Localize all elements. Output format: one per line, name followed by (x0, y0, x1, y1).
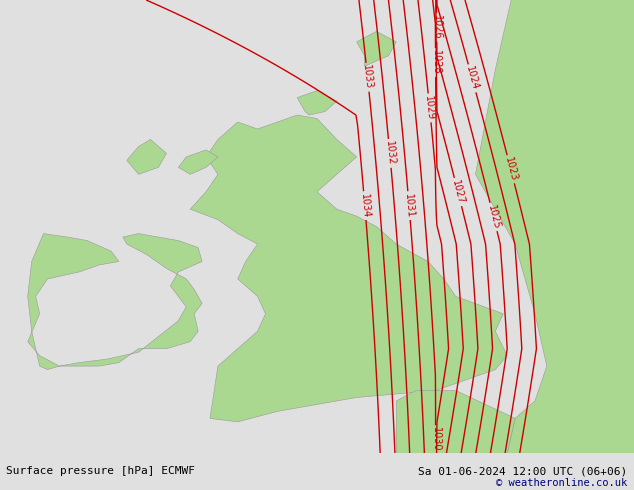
Text: 1024: 1024 (464, 65, 480, 92)
Text: © weatheronline.co.uk: © weatheronline.co.uk (496, 478, 628, 488)
Polygon shape (396, 391, 515, 453)
Text: 1032: 1032 (384, 141, 396, 166)
Text: 1025: 1025 (486, 204, 501, 230)
Polygon shape (356, 31, 396, 66)
Text: 1031: 1031 (403, 193, 415, 218)
Text: Surface pressure [hPa] ECMWF: Surface pressure [hPa] ECMWF (6, 466, 195, 476)
Text: 1030: 1030 (430, 427, 441, 452)
Polygon shape (476, 0, 634, 453)
Polygon shape (190, 115, 507, 422)
Polygon shape (297, 91, 337, 115)
Polygon shape (28, 234, 202, 369)
Polygon shape (178, 150, 218, 174)
Text: 1027: 1027 (450, 179, 466, 205)
Text: 1023: 1023 (503, 156, 519, 182)
Text: 1034: 1034 (359, 193, 371, 218)
Polygon shape (127, 140, 166, 174)
Text: 1026: 1026 (432, 15, 442, 40)
Text: Sa 01-06-2024 12:00 UTC (06+06): Sa 01-06-2024 12:00 UTC (06+06) (418, 466, 628, 476)
Text: 1028: 1028 (430, 50, 441, 75)
Text: 1033: 1033 (361, 65, 374, 90)
Text: 1029: 1029 (424, 95, 436, 121)
